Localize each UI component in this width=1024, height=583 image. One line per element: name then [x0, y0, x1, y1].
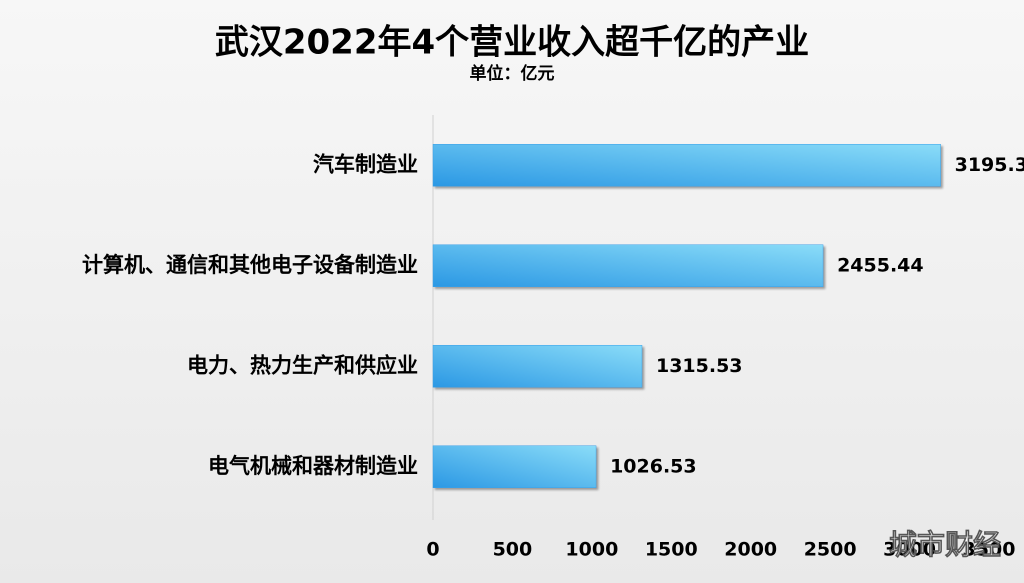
x-tick-label: 1500	[645, 539, 698, 561]
value-label: 1026.53	[610, 455, 697, 477]
bar	[432, 144, 941, 187]
x-tick-label: 500	[493, 539, 533, 561]
x-tick-label: 3000	[883, 539, 936, 561]
bar	[432, 445, 597, 488]
x-tick-label: 1000	[565, 539, 618, 561]
x-tick-label: 3500	[963, 539, 1016, 561]
bar	[432, 345, 643, 388]
chart-title: 武汉2022年4个营业收入超千亿的产业	[215, 23, 809, 63]
value-label: 2455.44	[837, 254, 924, 276]
bar	[432, 244, 824, 287]
chart-subtitle: 单位：亿元	[470, 63, 555, 84]
x-tick-label: 2500	[804, 539, 857, 561]
category-label: 汽车制造业	[313, 152, 418, 176]
value-label: 3195.33	[955, 154, 1024, 176]
category-label: 电气机械和器材制造业	[208, 454, 418, 478]
x-tick-label: 0	[426, 539, 439, 561]
plot: 0 500 1000 1500 2000 2500 3000 3500 汽车制造业 3195.33…	[82, 144, 1024, 561]
watermark: 城市财经	[889, 528, 1001, 561]
x-tick-label: 2000	[724, 539, 777, 561]
category-label: 电力、热力生产和供应业	[187, 353, 418, 377]
value-label: 1315.53	[656, 355, 743, 377]
category-label: 计算机、通信和其他电子设备制造业	[82, 253, 418, 277]
